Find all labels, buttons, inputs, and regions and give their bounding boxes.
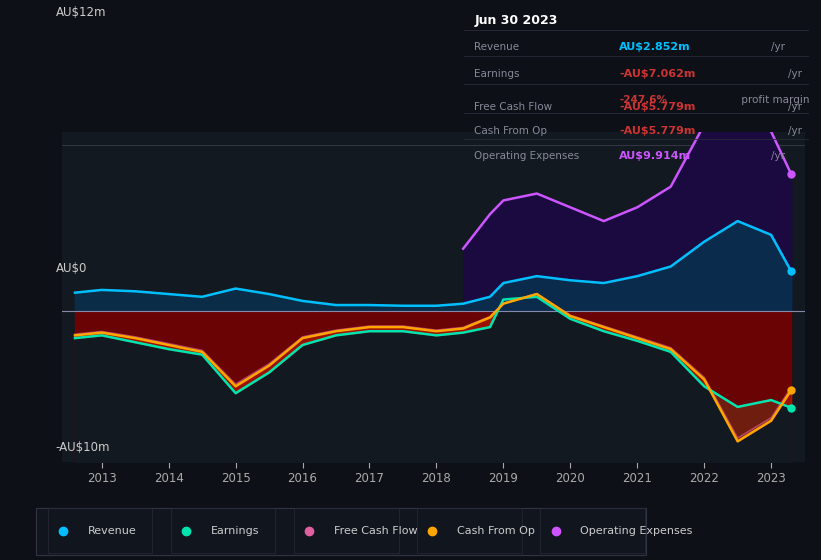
Text: AU$12m: AU$12m (56, 6, 107, 18)
Text: Cash From Op: Cash From Op (457, 526, 535, 535)
Text: AU$0: AU$0 (56, 262, 87, 276)
Text: Free Cash Flow: Free Cash Flow (334, 526, 418, 535)
Text: Operating Expenses: Operating Expenses (475, 151, 580, 161)
Text: Earnings: Earnings (475, 69, 520, 79)
Text: -247.6%: -247.6% (619, 95, 667, 105)
FancyBboxPatch shape (36, 508, 645, 554)
Text: /yr: /yr (788, 102, 802, 112)
Text: /yr: /yr (772, 151, 786, 161)
Text: profit margin: profit margin (738, 95, 810, 105)
Text: AU$9.914m: AU$9.914m (619, 151, 691, 161)
Text: AU$2.852m: AU$2.852m (619, 41, 690, 52)
Text: Jun 30 2023: Jun 30 2023 (475, 15, 557, 27)
Text: Operating Expenses: Operating Expenses (580, 526, 693, 535)
Text: /yr: /yr (772, 41, 786, 52)
Text: -AU$5.779m: -AU$5.779m (619, 102, 695, 112)
Text: Cash From Op: Cash From Op (475, 127, 548, 136)
Text: Earnings: Earnings (211, 526, 259, 535)
Text: -AU$10m: -AU$10m (56, 441, 110, 454)
Text: Revenue: Revenue (475, 41, 520, 52)
Text: -AU$5.779m: -AU$5.779m (619, 127, 695, 136)
Text: Free Cash Flow: Free Cash Flow (475, 102, 553, 112)
Text: /yr: /yr (788, 127, 802, 136)
Text: -AU$7.062m: -AU$7.062m (619, 69, 695, 79)
Text: Revenue: Revenue (88, 526, 136, 535)
Text: /yr: /yr (788, 69, 802, 79)
